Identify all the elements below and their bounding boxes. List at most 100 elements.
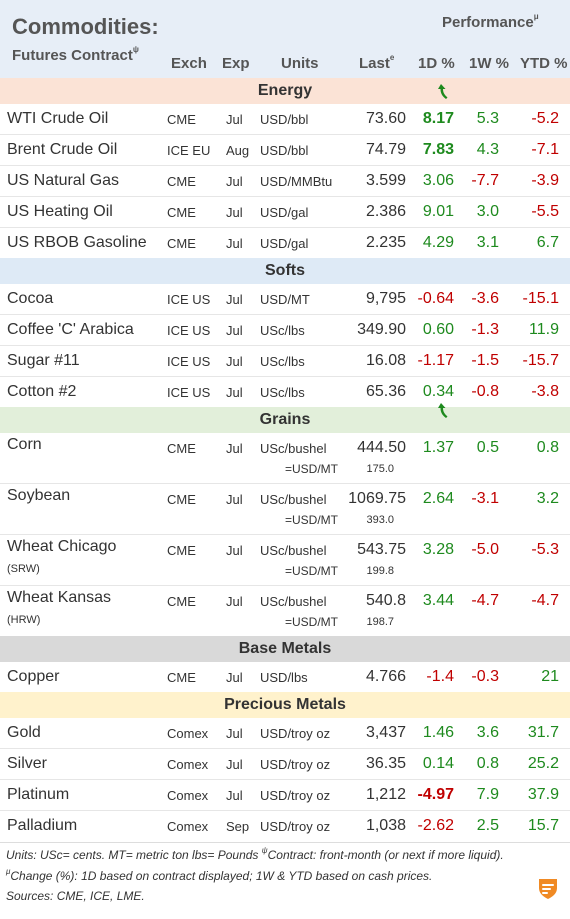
curved-up-arrow-icon bbox=[438, 84, 448, 99]
converted-unit: =USD/MT bbox=[285, 564, 339, 578]
change-ytd: 21 bbox=[541, 668, 559, 685]
table-header: Commodities: Futures Contractψ Performan… bbox=[0, 0, 570, 78]
change-ytd: 31.7 bbox=[527, 724, 559, 741]
expiry: Jul bbox=[226, 543, 243, 558]
exchange: CME bbox=[167, 670, 196, 685]
table-row: Soybean CME Jul USc/bushel 1069.75 2.64 -3.1 3.… bbox=[0, 484, 570, 535]
last-price: 540.8 bbox=[365, 592, 406, 609]
units: USD/troy oz bbox=[260, 757, 331, 772]
table-row: Wheat Kansas (HRW) CME Jul USc/bushel 540.8 3.… bbox=[0, 586, 570, 636]
converted-unit: =USD/MT bbox=[285, 615, 339, 629]
change-1d: -1.4 bbox=[426, 668, 454, 685]
expiry: Jul bbox=[226, 492, 243, 507]
expiry: Jul bbox=[226, 757, 243, 772]
change-1w: 4.3 bbox=[476, 141, 499, 158]
commodity-name: Silver bbox=[7, 755, 48, 772]
expiry: Jul bbox=[226, 205, 243, 220]
last-price: 73.60 bbox=[365, 110, 406, 127]
section-base-metals: Base Metals bbox=[0, 636, 570, 662]
change-1d: -4.97 bbox=[417, 786, 454, 803]
expiry: Jul bbox=[226, 112, 243, 127]
exchange: CME bbox=[167, 205, 196, 220]
footnote-units: Units: USc= cents. MT= metric ton lbs= P… bbox=[6, 846, 504, 862]
brand-logo-icon bbox=[539, 879, 557, 899]
change-ytd: 0.8 bbox=[536, 439, 559, 456]
units: USD/lbs bbox=[260, 670, 308, 685]
units: USD/troy oz bbox=[260, 819, 331, 834]
units: USc/bushel bbox=[260, 441, 327, 456]
last-price: 2.386 bbox=[365, 203, 406, 220]
exchange: CME bbox=[167, 594, 196, 609]
expiry: Sep bbox=[226, 819, 250, 834]
units: USD/bbl bbox=[260, 112, 309, 127]
last-price: 16.08 bbox=[365, 352, 406, 369]
commodity-name: Gold bbox=[7, 724, 41, 741]
exchange: CME bbox=[167, 543, 196, 558]
units: USD/troy oz bbox=[260, 726, 331, 741]
exchange: CME bbox=[167, 492, 196, 507]
change-1w: 3.6 bbox=[476, 724, 499, 741]
change-ytd: 3.2 bbox=[536, 490, 559, 507]
table-row: US RBOB Gasoline CME Jul USD/gal 2.235 4.29 3.… bbox=[0, 228, 570, 258]
change-1w: -1.5 bbox=[471, 352, 499, 369]
softs-rows: Cocoa ICE US Jul USD/MT 9,795 -0.64 -3.6 -15.1 C… bbox=[0, 284, 570, 407]
change-1w: 3.0 bbox=[476, 203, 499, 220]
col-1w: 1W % bbox=[469, 55, 510, 72]
commodity-name: Sugar #11 bbox=[7, 352, 80, 369]
converted-price: 199.8 bbox=[366, 565, 394, 577]
units: USD/gal bbox=[260, 236, 309, 251]
table-row: Wheat Chicago (SRW) CME Jul USc/bushel 543.75… bbox=[0, 535, 570, 586]
change-1w: 7.9 bbox=[476, 786, 499, 803]
commodity-name: Brent Crude Oil bbox=[7, 141, 118, 158]
expiry: Jul bbox=[226, 441, 243, 456]
units: USc/lbs bbox=[260, 354, 305, 369]
exchange: ICE US bbox=[167, 385, 211, 400]
units: USc/bushel bbox=[260, 594, 327, 609]
table-row: Cocoa ICE US Jul USD/MT 9,795 -0.64 -3.6 -15.1 bbox=[0, 284, 570, 315]
last-price: 36.35 bbox=[365, 755, 406, 772]
last-price: 65.36 bbox=[365, 383, 406, 400]
change-ytd: 25.2 bbox=[527, 755, 559, 772]
contract-note: (HRW) bbox=[7, 614, 41, 626]
exchange: Comex bbox=[167, 788, 209, 803]
table-row: Palladium Comex Sep USD/troy oz 1,038 -2.62 2.… bbox=[0, 811, 570, 841]
change-1d: -0.64 bbox=[417, 290, 454, 307]
change-1d: 0.34 bbox=[422, 383, 454, 400]
table-row: Coffee 'C' Arabica ICE US Jul USc/lbs 349.90… bbox=[0, 315, 570, 346]
table-row: Gold Comex Jul USD/troy oz 3,437 1.46 3.6 31.7 bbox=[0, 718, 570, 749]
expiry: Jul bbox=[226, 385, 243, 400]
change-1w: 3.1 bbox=[476, 234, 499, 251]
units: USc/bushel bbox=[260, 492, 327, 507]
exchange: CME bbox=[167, 174, 196, 189]
exchange: ICE US bbox=[167, 292, 211, 307]
change-1d: 3.28 bbox=[422, 541, 454, 558]
change-ytd: -5.3 bbox=[531, 541, 559, 558]
change-1w: 2.5 bbox=[476, 817, 499, 834]
change-ytd: -7.1 bbox=[531, 141, 559, 158]
commodity-name: US Heating Oil bbox=[7, 203, 113, 220]
change-ytd: -15.7 bbox=[522, 352, 559, 369]
change-1d: 8.17 bbox=[422, 110, 454, 127]
exchange: Comex bbox=[167, 726, 209, 741]
last-price: 349.90 bbox=[357, 321, 406, 338]
change-ytd: -4.7 bbox=[531, 592, 559, 609]
change-1w: -0.3 bbox=[471, 668, 499, 685]
change-1w: -3.1 bbox=[471, 490, 499, 507]
units: USc/bushel bbox=[260, 543, 327, 558]
col-exp: Exp bbox=[222, 55, 250, 72]
change-1d: 3.06 bbox=[422, 172, 454, 189]
last-price: 543.75 bbox=[357, 541, 406, 558]
exchange: ICE US bbox=[167, 354, 211, 369]
last-price: 1069.75 bbox=[348, 490, 406, 507]
converted-price: 393.0 bbox=[366, 514, 394, 526]
change-1w: 0.5 bbox=[476, 439, 499, 456]
curved-up-arrow-icon bbox=[438, 403, 448, 418]
exchange: Comex bbox=[167, 757, 209, 772]
exchange: ICE US bbox=[167, 323, 211, 338]
footnote-sources: Sources: CME, ICE, LME. bbox=[6, 889, 145, 903]
change-1d: 7.83 bbox=[422, 141, 454, 158]
last-price: 2.235 bbox=[365, 234, 406, 251]
units: USD/bbl bbox=[260, 143, 309, 158]
exchange: ICE EU bbox=[167, 143, 211, 158]
col-exch: Exch bbox=[171, 55, 207, 72]
